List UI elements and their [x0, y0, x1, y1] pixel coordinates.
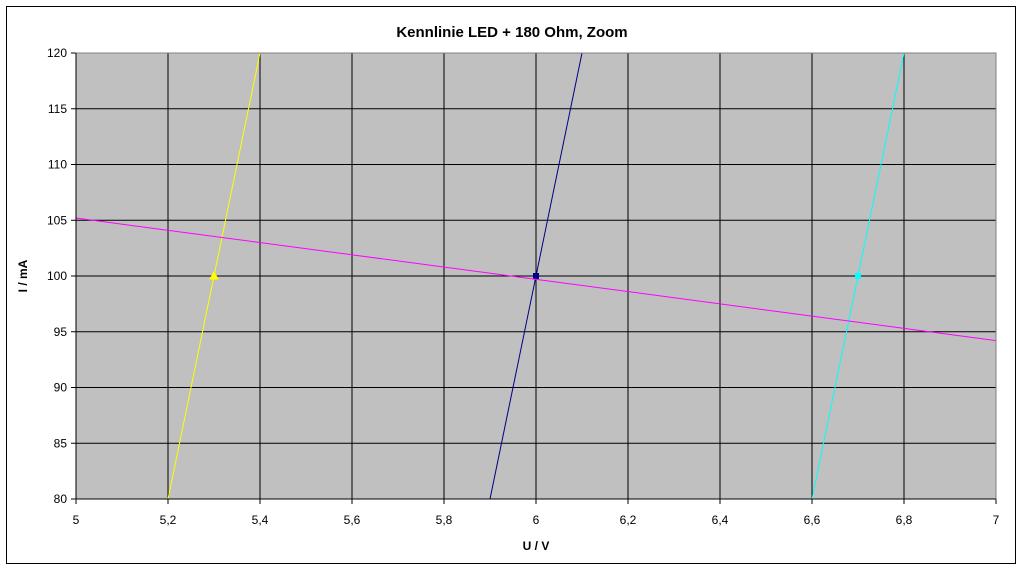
x-tick-label: 6,2 — [620, 513, 637, 527]
data-point-marker — [855, 273, 861, 279]
x-tick-label: 5 — [73, 513, 80, 527]
x-axis-tick-labels: 5 5,2 5,4 5,6 5,8 6 6,2 6,4 6,6 6,8 7 — [73, 499, 1000, 527]
y-tick-label: 105 — [47, 213, 67, 227]
y-axis-title: I / mA — [16, 259, 30, 292]
y-axis-tick-labels: 80 85 90 95 100 105 110 115 120 — [47, 46, 76, 506]
y-tick-label: 115 — [48, 102, 67, 116]
x-axis-title: U / V — [523, 539, 550, 553]
grid-lines — [76, 53, 996, 499]
x-tick-label: 5,2 — [160, 513, 177, 527]
x-tick-label: 6 — [533, 513, 540, 527]
x-tick-label: 7 — [993, 513, 1000, 527]
y-tick-label: 80 — [54, 492, 68, 506]
series-4 — [75, 217, 997, 342]
series-1 — [167, 52, 261, 500]
data-point-marker — [209, 270, 219, 280]
data-point-marker — [533, 273, 539, 279]
x-tick-label: 6,4 — [712, 513, 729, 527]
series-group — [75, 52, 997, 500]
x-tick-label: 6,8 — [896, 513, 913, 527]
y-tick-label: 85 — [54, 436, 68, 450]
x-tick-label: 5,4 — [252, 513, 269, 527]
y-tick-label: 95 — [54, 325, 68, 339]
x-tick-label: 6,6 — [804, 513, 821, 527]
y-tick-label: 110 — [48, 158, 67, 172]
series-line — [75, 217, 997, 342]
x-tick-label: 5,6 — [344, 513, 361, 527]
series-2 — [489, 52, 583, 500]
y-tick-label: 120 — [47, 46, 67, 60]
chart-title: Kennlinie LED + 180 Ohm, Zoom — [396, 24, 627, 41]
y-tick-label: 100 — [47, 269, 67, 283]
x-tick-label: 5,8 — [436, 513, 453, 527]
series-3 — [811, 52, 905, 500]
y-tick-label: 90 — [54, 381, 68, 395]
